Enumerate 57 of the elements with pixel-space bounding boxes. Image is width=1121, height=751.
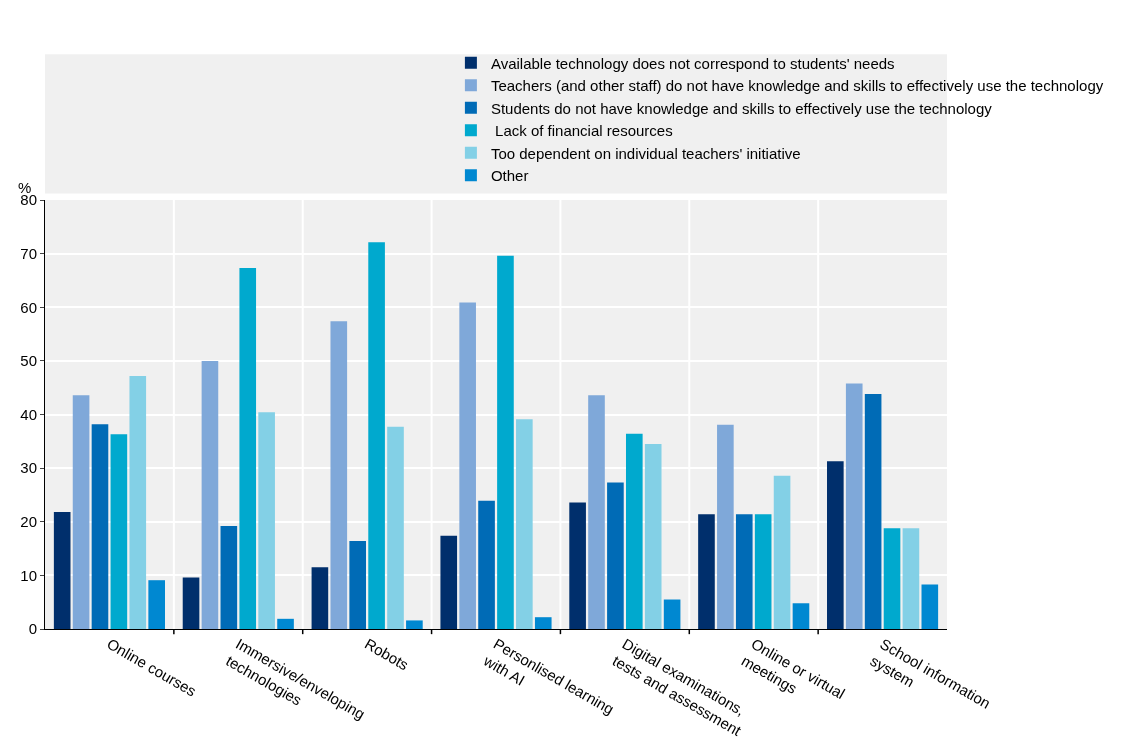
legend-label: Teachers (and other staff) do not have knowledge and skills to effectively use the technology	[490, 77, 1104, 95]
bar	[368, 242, 385, 629]
bar	[72, 395, 90, 629]
bar	[349, 541, 367, 629]
bar	[902, 528, 920, 629]
y-tick-label: 30	[20, 459, 37, 477]
bar	[717, 424, 734, 629]
bar	[129, 375, 147, 629]
bar	[148, 580, 165, 629]
bar	[440, 535, 458, 629]
bar	[773, 475, 791, 629]
bar	[735, 514, 753, 629]
bar	[864, 394, 882, 629]
legend-label: Lack of financial resources	[490, 122, 673, 140]
bar	[516, 419, 533, 629]
bar	[921, 584, 939, 629]
y-tick-label: 40	[20, 405, 37, 423]
bar	[534, 617, 552, 629]
bar	[330, 321, 348, 629]
bar	[110, 434, 128, 629]
bar	[182, 577, 200, 629]
bar	[625, 433, 643, 629]
bar	[459, 302, 476, 629]
bar	[478, 500, 495, 629]
bar	[698, 514, 715, 629]
y-tick-label: 50	[20, 352, 37, 370]
bar	[53, 512, 71, 629]
bar	[663, 599, 681, 629]
bar	[220, 526, 238, 629]
bar	[607, 482, 624, 629]
y-tick-label: 10	[20, 566, 37, 584]
bar	[277, 618, 294, 629]
bar	[239, 268, 257, 629]
legend-label: Other	[490, 167, 529, 185]
bar	[754, 514, 772, 629]
bar	[883, 528, 901, 629]
bar	[406, 620, 423, 629]
y-tick-label: 0	[28, 620, 37, 638]
bar	[497, 255, 514, 629]
bar	[644, 443, 662, 629]
bar	[792, 603, 810, 629]
bar	[569, 502, 586, 629]
bar	[91, 424, 109, 629]
bar	[311, 567, 329, 629]
y-tick-label: 20	[20, 513, 37, 530]
legend-label: Available technology does not correspond to students' needs	[490, 54, 895, 72]
bar	[201, 360, 219, 629]
y-axis-title: %	[18, 179, 32, 196]
bar	[258, 412, 275, 629]
bar	[845, 383, 863, 629]
legend-label: Students do not have knowledge and skills to effectively use the technology	[490, 99, 993, 117]
bar	[588, 395, 605, 629]
y-tick-label: 60	[20, 298, 37, 316]
bar	[387, 426, 404, 629]
bar	[827, 461, 844, 629]
y-tick-label: 70	[20, 244, 37, 262]
legend-label: Too dependent on individual teachers' initiative	[490, 144, 801, 162]
